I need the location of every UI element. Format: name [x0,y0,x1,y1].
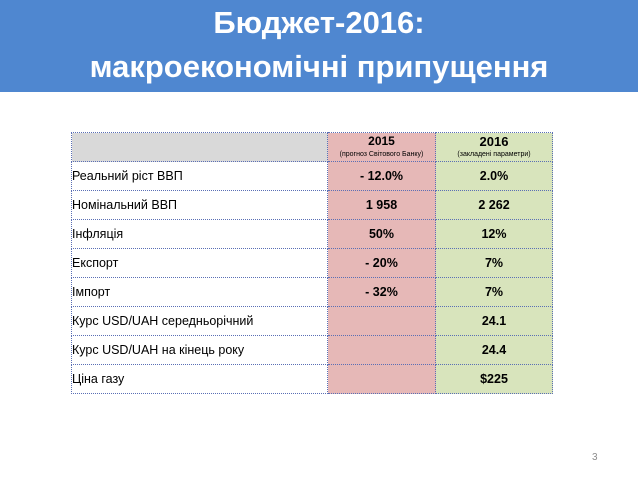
value-2015: 1 958 [327,190,436,220]
slide-header: Бюджет-2016: макроекономічні припущення [0,0,638,92]
row-label: Курс USD/UAH середньорічний [71,306,328,336]
value-2016: 7% [435,277,553,307]
value-2015 [327,364,436,394]
value-2015 [327,335,436,365]
value-2015: 50% [327,219,436,249]
slide-title-line2: макроекономічні припущення [89,49,549,84]
row-label: Інфляція [71,219,328,249]
value-2015: - 32% [327,277,436,307]
header-2016-cell: 2016 (закладені параметри) [435,132,553,162]
table-row: Курс USD/UAH середньорічний 24.1 [71,306,553,336]
value-2016: 24.1 [435,306,553,336]
value-2016: 2.0% [435,161,553,191]
value-2016: 7% [435,248,553,278]
page-number: 3 [592,452,598,463]
table-row: Імпорт - 32% 7% [71,277,553,307]
value-2016: 24.4 [435,335,553,365]
row-label: Курс USD/UAH на кінець року [71,335,328,365]
header-label-cell [71,132,328,162]
slide-title-line1: Бюджет-2016: [213,5,425,40]
row-label: Експорт [71,248,328,278]
value-2016: 2 262 [435,190,553,220]
value-2015: - 20% [327,248,436,278]
header-2015-cell: 2015 (прогноз Світового Банку) [327,132,436,162]
value-2016: $225 [435,364,553,394]
row-label: Реальний ріст ВВП [71,161,328,191]
row-label: Імпорт [71,277,328,307]
header-2015-note: (прогноз Світового Банку) [339,151,424,158]
budget-assumptions-table: 2015 (прогноз Світового Банку) 2016 (зак… [71,132,553,394]
value-2016: 12% [435,219,553,249]
header-2016-note: (закладені параметри) [457,151,531,158]
header-2015-year: 2015 [368,134,395,148]
table-row: Інфляція 50% 12% [71,219,553,249]
table-row: Ціна газу $225 [71,364,553,394]
row-label: Ціна газу [71,364,328,394]
table-row: Реальний ріст ВВП - 12.0% 2.0% [71,161,553,191]
table-header-row: 2015 (прогноз Світового Банку) 2016 (зак… [71,132,553,162]
value-2015 [327,306,436,336]
table-row: Експорт - 20% 7% [71,248,553,278]
table-row: Номінальний ВВП 1 958 2 262 [71,190,553,220]
table-row: Курс USD/UAH на кінець року 24.4 [71,335,553,365]
value-2015: - 12.0% [327,161,436,191]
row-label: Номінальний ВВП [71,190,328,220]
header-2016-year: 2016 [479,134,509,149]
